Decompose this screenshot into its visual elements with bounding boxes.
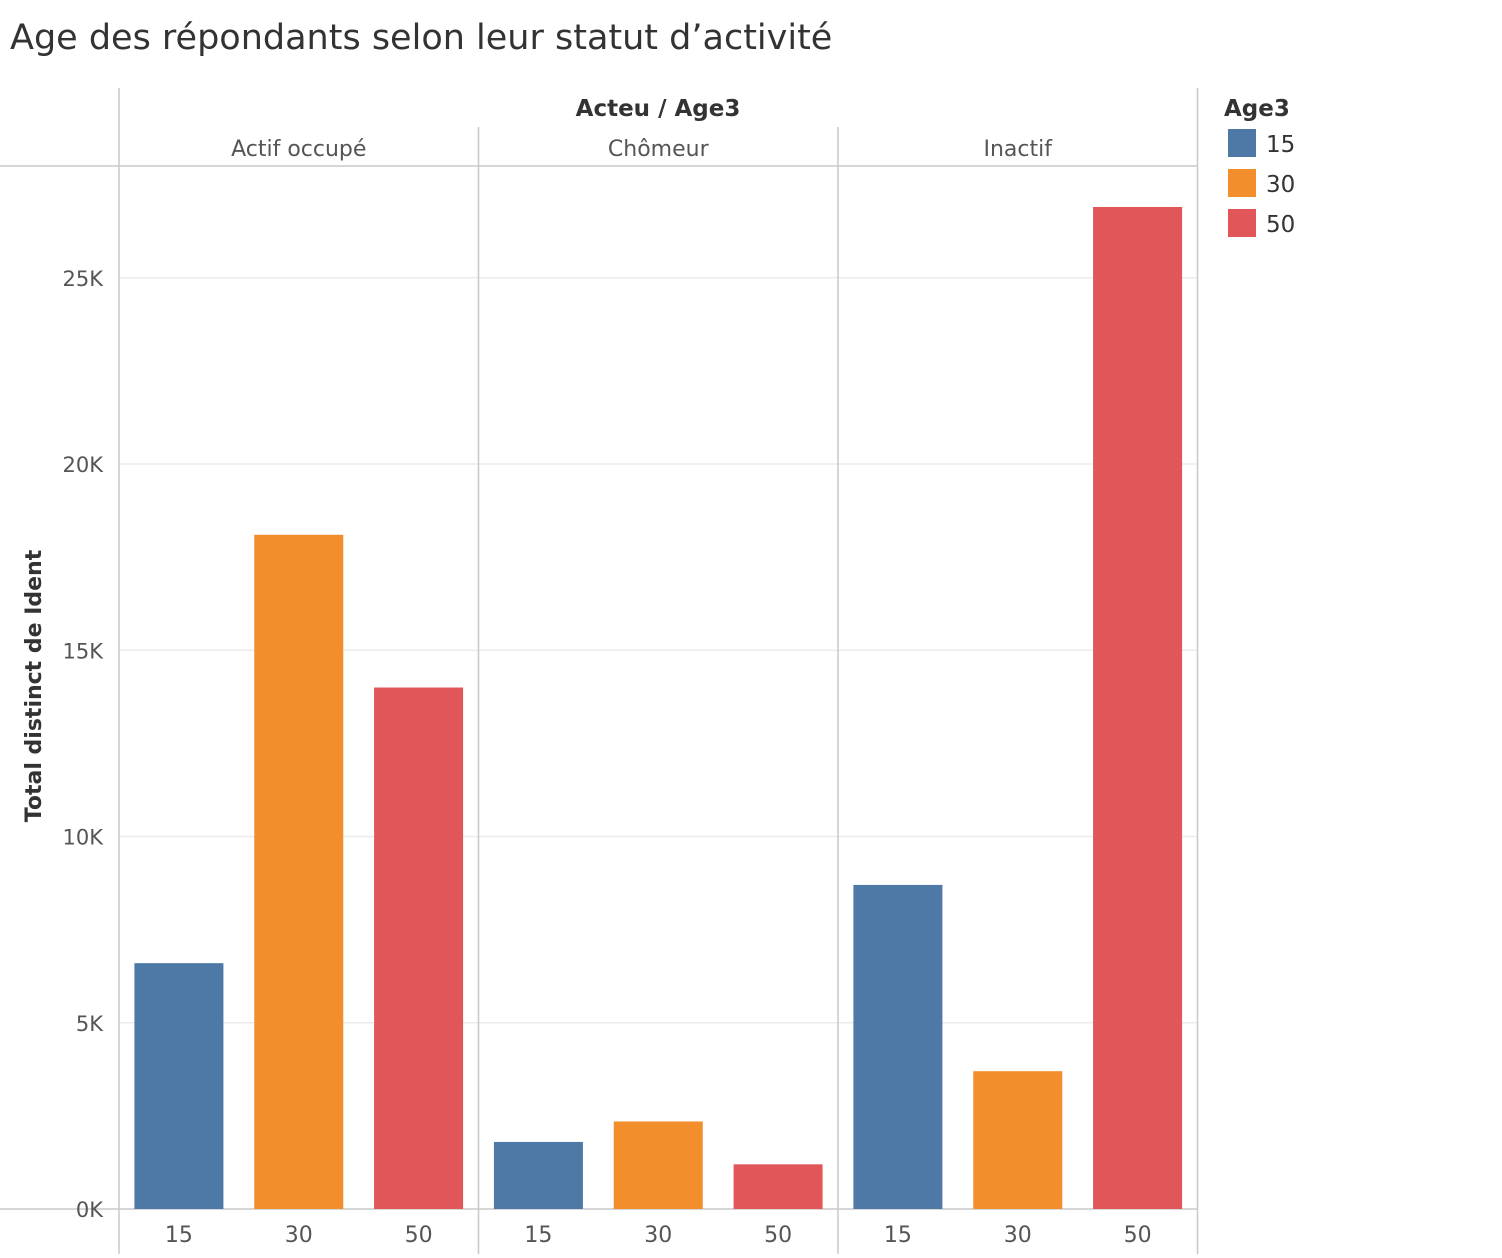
x-tick-label: 50 <box>1124 1223 1152 1248</box>
legend-swatch-50 <box>1228 209 1256 237</box>
y-tick-label: 25K <box>63 267 105 291</box>
x-tick-label: 50 <box>405 1223 433 1248</box>
chart-title: Age des répondants selon leur statut d’a… <box>10 18 833 58</box>
bar-30 <box>613 1121 703 1209</box>
x-tick-label: 15 <box>165 1223 193 1248</box>
bar-15 <box>493 1141 583 1209</box>
legend-swatch-30 <box>1228 169 1256 197</box>
bar-15 <box>134 963 224 1209</box>
bars <box>134 206 1183 1210</box>
bar-50 <box>1093 206 1183 1210</box>
bar-30 <box>254 534 344 1209</box>
y-tick-label: 5K <box>76 1012 104 1036</box>
x-tick-label: 30 <box>1004 1223 1032 1248</box>
column-header: Acteu / Age3 <box>576 96 741 122</box>
legend-swatch-15 <box>1228 129 1256 157</box>
legend: Age3 15 30 50 <box>1224 96 1295 238</box>
legend-label: 50 <box>1266 212 1295 238</box>
panel-header: Inactif <box>984 137 1054 162</box>
legend-label: 15 <box>1266 132 1295 158</box>
x-tick-label: 30 <box>644 1223 672 1248</box>
y-tick-label: 0K <box>76 1198 104 1222</box>
bar-50 <box>733 1164 823 1209</box>
legend-label: 30 <box>1266 172 1295 198</box>
x-tick-label: 50 <box>764 1223 792 1248</box>
y-axis-title: Total distinct de Ident <box>22 549 47 822</box>
y-tick-label: 20K <box>63 453 105 477</box>
panel-header: Chômeur <box>608 137 710 162</box>
legend-title: Age3 <box>1224 96 1290 122</box>
bar-30 <box>973 1071 1063 1209</box>
bar-15 <box>853 884 943 1209</box>
x-tick-label: 15 <box>884 1223 912 1248</box>
panel-header: Actif occupé <box>231 137 366 162</box>
y-tick-label: 15K <box>63 639 105 663</box>
labels: 0K 5K 10K 15K 20K 25K Actif occupé 15 30 50 Chômeu… <box>63 137 1152 1248</box>
x-tick-label: 30 <box>285 1223 313 1248</box>
y-tick-label: 10K <box>63 826 105 850</box>
x-tick-label: 15 <box>524 1223 552 1248</box>
bar-50 <box>374 687 464 1209</box>
